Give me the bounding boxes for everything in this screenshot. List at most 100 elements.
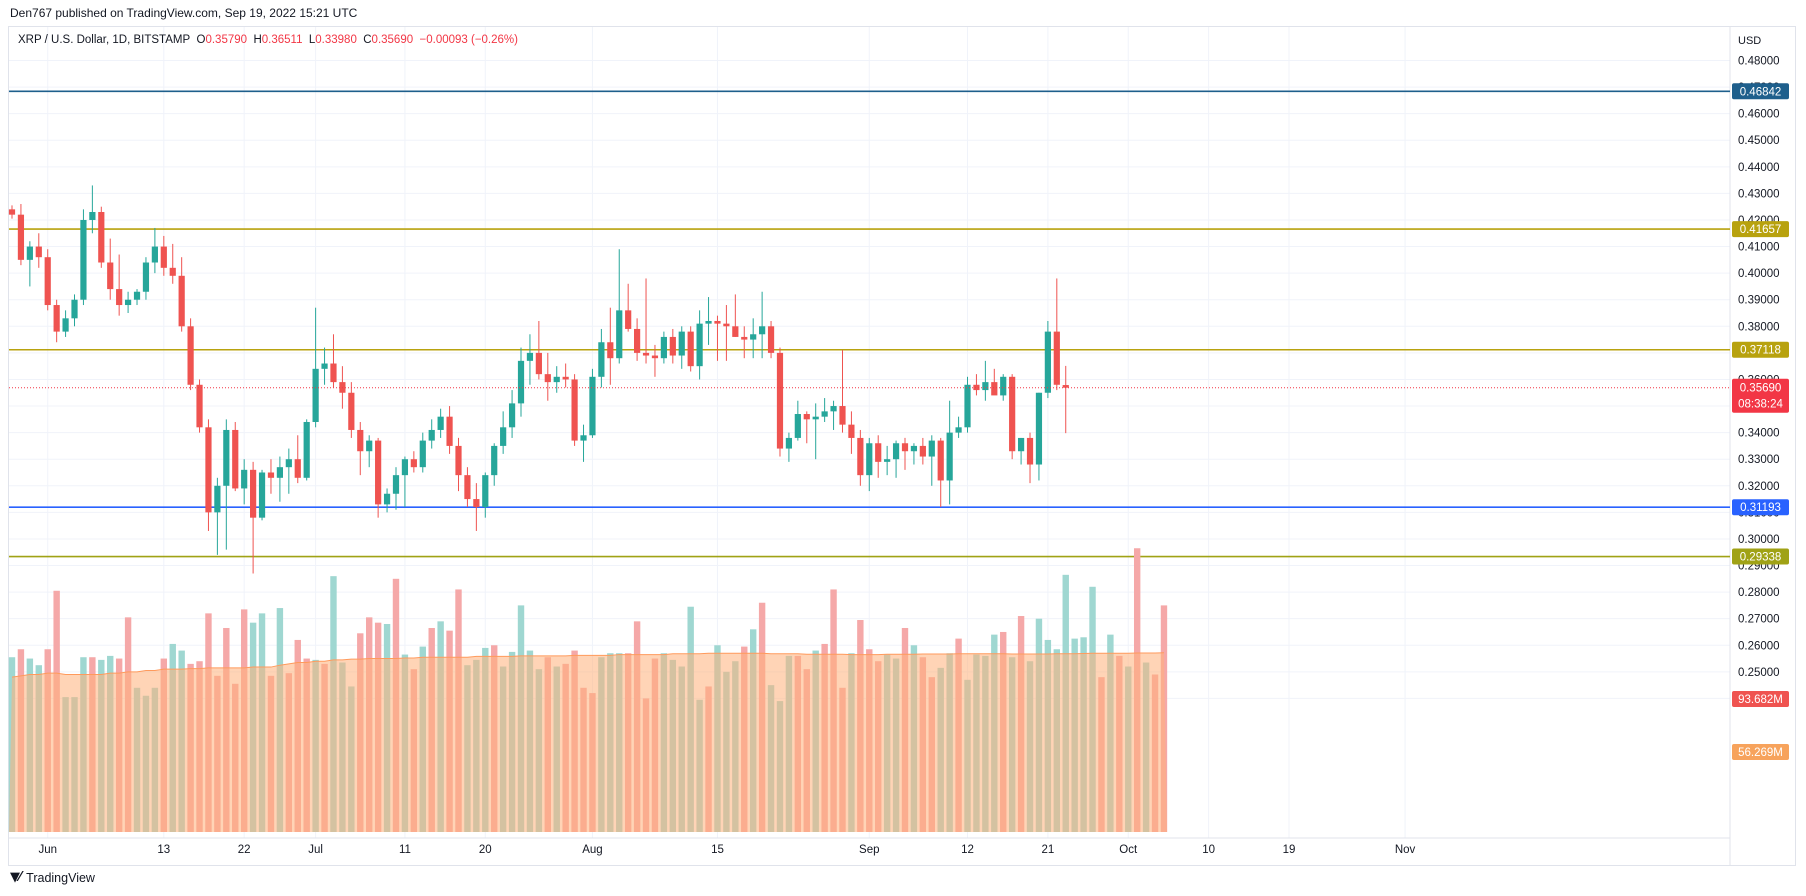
candle bbox=[223, 419, 230, 550]
candle-body bbox=[383, 493, 391, 505]
candle-body bbox=[160, 246, 167, 268]
footer[interactable]: ▼⁄ TradingView bbox=[10, 870, 95, 885]
candle-body bbox=[53, 305, 60, 332]
candle bbox=[642, 278, 650, 364]
x-tick-label: Jun bbox=[38, 844, 57, 856]
candle-body bbox=[232, 429, 239, 489]
candle-body bbox=[946, 432, 953, 481]
candle-body bbox=[1062, 385, 1069, 388]
candle-body bbox=[446, 416, 453, 446]
candle-body bbox=[241, 469, 248, 489]
legend-high-label: H bbox=[253, 34, 262, 46]
candle bbox=[160, 235, 167, 276]
legend-symbol: XRP / U.S. Dollar, 1D, BITSTAMP bbox=[18, 34, 191, 46]
candle bbox=[1000, 374, 1007, 401]
candle-body bbox=[312, 368, 319, 422]
candle-body bbox=[928, 440, 935, 457]
level-badge-bg bbox=[1732, 221, 1789, 238]
last-price-badge: 0.35690 bbox=[1740, 383, 1782, 395]
candle-body bbox=[750, 334, 757, 340]
y-tick-label: 0.30000 bbox=[1738, 534, 1780, 546]
candle-body bbox=[544, 374, 551, 383]
candle-body bbox=[848, 424, 855, 438]
candle bbox=[910, 443, 918, 465]
candle bbox=[267, 459, 275, 494]
volume-badge-bg bbox=[1732, 691, 1789, 707]
candle bbox=[80, 209, 87, 306]
candle-body bbox=[508, 403, 516, 428]
legend-high: 0.36511 bbox=[261, 34, 303, 46]
candle bbox=[937, 437, 944, 508]
countdown-badge: 08:38:24 bbox=[1738, 399, 1783, 411]
candle-body bbox=[473, 499, 480, 508]
candle-body bbox=[571, 379, 578, 441]
candle bbox=[535, 320, 542, 380]
candle bbox=[303, 419, 310, 481]
volume-ma-badge-bg bbox=[1732, 744, 1789, 760]
candle-body bbox=[491, 445, 498, 476]
candle-body bbox=[71, 299, 78, 319]
candle bbox=[651, 344, 659, 377]
candle bbox=[98, 206, 105, 268]
candle bbox=[785, 432, 793, 462]
candle-body bbox=[517, 360, 525, 404]
candle-body bbox=[1026, 437, 1034, 465]
candle bbox=[1017, 437, 1025, 465]
candle bbox=[928, 435, 935, 486]
candle-body bbox=[142, 262, 150, 292]
candle bbox=[767, 320, 775, 359]
candle bbox=[696, 310, 703, 380]
candle-body bbox=[696, 323, 703, 367]
candle-body bbox=[973, 384, 980, 391]
symbol-legend[interactable]: XRP / U.S. Dollar, 1D, BITSTAMP O0.35790… bbox=[18, 34, 518, 46]
x-tick-label: Sep bbox=[859, 844, 879, 856]
candle-body bbox=[1009, 376, 1016, 452]
x-tick-label: 20 bbox=[479, 844, 492, 856]
y-tick-label: 0.25000 bbox=[1738, 667, 1780, 679]
candle bbox=[616, 249, 623, 364]
y-tick-label: 0.48000 bbox=[1738, 56, 1780, 68]
level-badge: 0.46842 bbox=[1740, 86, 1782, 98]
candle bbox=[892, 440, 900, 478]
candle-body bbox=[759, 326, 766, 335]
candle-body bbox=[562, 376, 569, 380]
candle-body bbox=[669, 336, 676, 356]
candle bbox=[741, 326, 748, 359]
candle-body bbox=[812, 416, 819, 420]
y-tick-label: 0.45000 bbox=[1738, 135, 1780, 147]
candle-body bbox=[901, 443, 909, 452]
candle-body bbox=[991, 382, 998, 396]
candle bbox=[482, 472, 489, 518]
candle-body bbox=[205, 427, 212, 513]
candle bbox=[759, 291, 766, 359]
candle bbox=[955, 416, 962, 438]
x-tick-label: Nov bbox=[1395, 844, 1416, 856]
candle-body bbox=[357, 429, 364, 452]
candle-body bbox=[187, 326, 194, 385]
candle-body bbox=[821, 411, 828, 417]
chart-frame[interactable] bbox=[8, 26, 1796, 866]
candle bbox=[214, 477, 221, 555]
level-badge-bg bbox=[1732, 499, 1789, 516]
y-tick-label: 0.40000 bbox=[1738, 268, 1780, 280]
candle bbox=[44, 249, 51, 311]
candle-body bbox=[589, 376, 596, 436]
candle bbox=[750, 318, 757, 359]
candles bbox=[8, 185, 1069, 574]
candle bbox=[491, 443, 498, 486]
candle-body bbox=[285, 459, 292, 468]
candle-body bbox=[178, 275, 185, 327]
candle-body bbox=[330, 363, 337, 383]
candle-body bbox=[455, 445, 462, 476]
candle-body bbox=[8, 209, 16, 215]
candle bbox=[553, 366, 560, 393]
candlestick-chart[interactable]: USD0.480000.470000.460000.450000.440000.… bbox=[0, 0, 1806, 870]
candle bbox=[366, 435, 373, 468]
candle bbox=[169, 243, 176, 284]
candle bbox=[437, 408, 444, 438]
candle-body bbox=[348, 392, 355, 430]
candle-body bbox=[80, 219, 87, 300]
y-tick-label: 0.28000 bbox=[1738, 587, 1780, 599]
last-price-badge-bg bbox=[1732, 378, 1789, 413]
candle-body bbox=[884, 459, 891, 462]
